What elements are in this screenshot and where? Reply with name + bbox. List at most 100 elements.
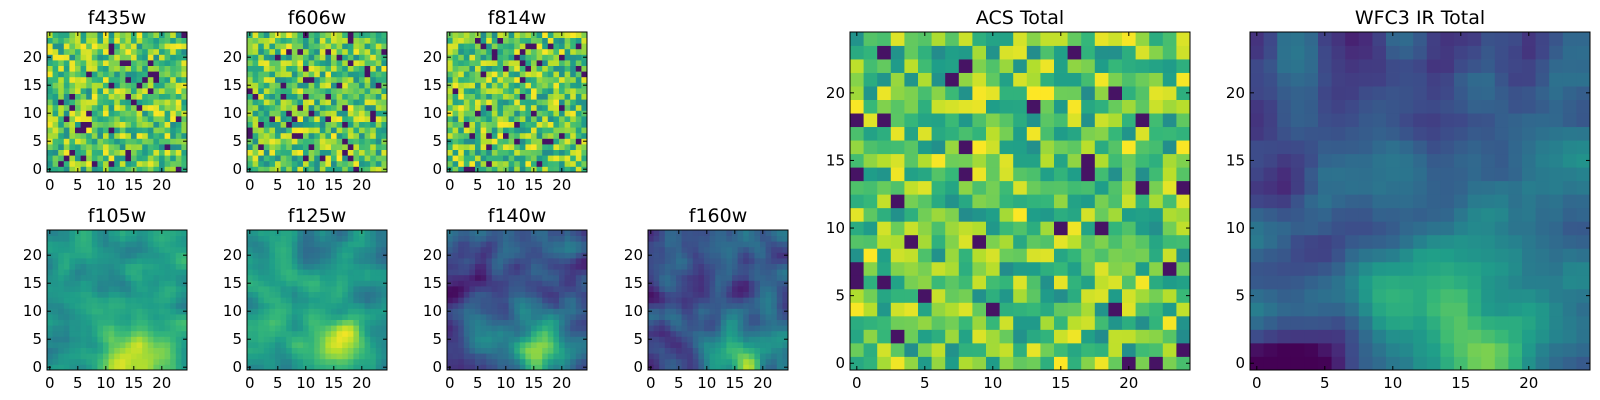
heatmap-cell bbox=[547, 93, 554, 100]
heatmap-cell bbox=[469, 302, 476, 309]
heatmap-cell bbox=[726, 353, 733, 360]
heatmap-cell bbox=[918, 329, 932, 344]
heatmap-cell bbox=[503, 308, 509, 315]
heatmap-cell bbox=[375, 110, 382, 117]
heatmap-cell bbox=[776, 235, 783, 242]
heatmap-cell bbox=[999, 180, 1014, 195]
heatmap-cell bbox=[480, 342, 487, 348]
heatmap-cell bbox=[336, 149, 343, 156]
heatmap-cell bbox=[142, 325, 149, 332]
heatmap-cell bbox=[480, 82, 487, 89]
heatmap-cell bbox=[58, 297, 65, 304]
heatmap-cell bbox=[63, 82, 70, 89]
heatmap-cell bbox=[353, 104, 360, 111]
heatmap-cell bbox=[164, 155, 171, 162]
heatmap-cell bbox=[297, 291, 304, 298]
heatmap-cell bbox=[47, 127, 53, 134]
heatmap-cell bbox=[331, 93, 337, 100]
heatmap-cell bbox=[63, 149, 70, 156]
x-tick-label: 10 bbox=[496, 176, 515, 194]
x-tick-label: 10 bbox=[296, 374, 315, 392]
heatmap-cell bbox=[715, 297, 722, 304]
heatmap-cell bbox=[125, 166, 132, 173]
heatmap-cell bbox=[536, 230, 543, 236]
heatmap-cell bbox=[291, 347, 298, 354]
heatmap-cell bbox=[748, 314, 755, 320]
heatmap-cell bbox=[525, 99, 532, 106]
heatmap-cell bbox=[704, 297, 710, 304]
heatmap-cell bbox=[359, 358, 365, 365]
heatmap-cell bbox=[381, 291, 388, 298]
heatmap-cell bbox=[531, 302, 537, 309]
heatmap-cell bbox=[291, 43, 298, 50]
heatmap-cell bbox=[480, 235, 487, 242]
heatmap-cell bbox=[904, 275, 919, 290]
heatmap-cell bbox=[480, 286, 487, 292]
heatmap-cell bbox=[364, 258, 371, 264]
heatmap-cell bbox=[525, 48, 532, 55]
heatmap-cell bbox=[142, 37, 149, 44]
heatmap-cell bbox=[97, 230, 104, 236]
heatmap-cell bbox=[486, 160, 493, 167]
heatmap-cell bbox=[269, 325, 276, 332]
heatmap-cell bbox=[308, 144, 315, 150]
heatmap-cell bbox=[63, 235, 70, 242]
heatmap-cell bbox=[63, 160, 70, 167]
heatmap-cell bbox=[698, 297, 705, 304]
heatmap-cell bbox=[125, 93, 132, 100]
heatmap-cell bbox=[986, 167, 1000, 182]
heatmap-cell bbox=[497, 347, 504, 354]
heatmap-cell bbox=[709, 241, 716, 248]
heatmap-cell bbox=[347, 308, 354, 315]
heatmap-cell bbox=[676, 241, 682, 248]
heatmap-cell bbox=[252, 241, 259, 248]
heatmap-cell bbox=[63, 93, 70, 100]
heatmap-cell bbox=[291, 88, 298, 94]
heatmap-cell bbox=[765, 347, 772, 354]
heatmap-cell bbox=[342, 358, 349, 365]
heatmap-cell bbox=[375, 325, 382, 332]
heatmap-cell bbox=[125, 358, 132, 365]
heatmap-cell bbox=[125, 155, 132, 162]
heatmap-cell bbox=[97, 319, 104, 326]
heatmap-cell bbox=[175, 353, 182, 360]
heatmap-cell bbox=[986, 207, 1000, 222]
heatmap-cell bbox=[681, 308, 688, 315]
heatmap-cell bbox=[575, 330, 582, 337]
heatmap-cell bbox=[319, 110, 326, 117]
heatmap-cell bbox=[531, 325, 537, 332]
heatmap-cell bbox=[291, 280, 298, 287]
heatmap-cell bbox=[575, 302, 582, 309]
heatmap-cell bbox=[125, 121, 132, 128]
heatmap-cell bbox=[508, 274, 515, 281]
heatmap-cell bbox=[164, 325, 171, 332]
heatmap-cell bbox=[553, 342, 560, 348]
heatmap-cell bbox=[519, 263, 526, 270]
heatmap-cell bbox=[514, 88, 521, 94]
heatmap-cell bbox=[480, 104, 487, 111]
heatmap-cell bbox=[97, 291, 104, 298]
heatmap-cell bbox=[370, 121, 377, 128]
heatmap-cell bbox=[698, 269, 705, 276]
heatmap-cell bbox=[720, 241, 727, 248]
heatmap-cell bbox=[47, 246, 53, 253]
heatmap-cell bbox=[575, 71, 582, 78]
heatmap-cell bbox=[748, 230, 755, 236]
heatmap-cell bbox=[508, 230, 515, 236]
heatmap-cell bbox=[342, 144, 349, 150]
heatmap-cell bbox=[47, 160, 53, 167]
heatmap-cell bbox=[47, 104, 53, 111]
heatmap-cell bbox=[765, 353, 772, 360]
heatmap-cell bbox=[547, 88, 554, 94]
heatmap-cell bbox=[336, 286, 343, 292]
heatmap-cell bbox=[776, 230, 783, 236]
heatmap-cell bbox=[280, 93, 287, 100]
heatmap-cell bbox=[986, 342, 1000, 357]
heatmap-cell bbox=[653, 302, 660, 309]
heatmap-cell bbox=[280, 246, 287, 253]
heatmap-cell bbox=[75, 138, 81, 145]
heatmap-cell bbox=[252, 235, 259, 242]
heatmap-cell bbox=[170, 93, 177, 100]
heatmap-cell bbox=[726, 230, 733, 236]
heatmap-cell bbox=[153, 353, 160, 360]
